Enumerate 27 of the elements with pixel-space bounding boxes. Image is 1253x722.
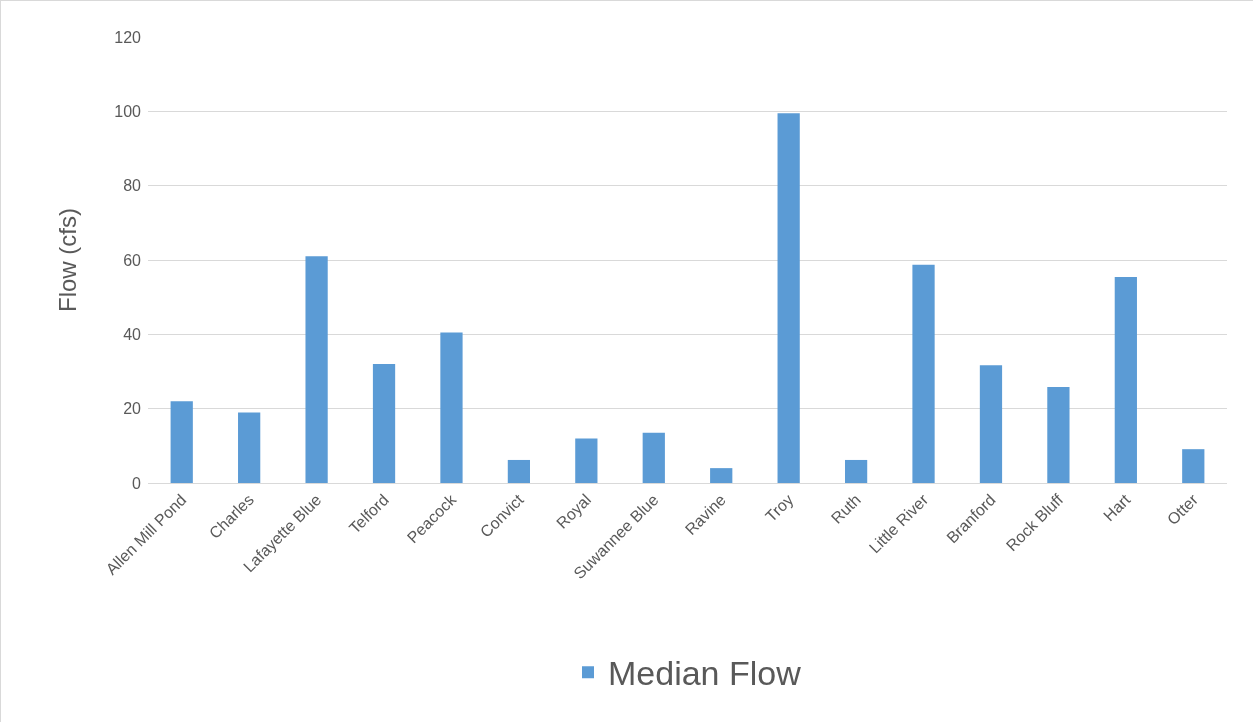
bar [979,365,1003,483]
bar [1114,277,1137,483]
x-tick-label: Troy [762,490,797,526]
y-tick-label: 0 [132,474,142,492]
y-tick-label: 100 [114,102,142,120]
bar [170,401,193,483]
y-tick-label: 80 [123,177,142,195]
bar [1182,449,1205,483]
x-tick-label: Hart [1100,490,1134,525]
bar [777,113,800,483]
legend-label: Median Flow [608,654,802,693]
bar [710,468,733,483]
bar [642,432,665,483]
y-tick-label: 60 [123,251,142,269]
y-axis-title: Flow (cfs) [54,208,82,312]
bar [844,459,868,483]
bar [1047,387,1070,483]
bar [912,264,935,483]
bar [440,332,463,483]
y-tick-label: 20 [123,400,142,418]
bar [238,412,261,483]
bar [372,364,396,483]
bar [305,256,328,483]
y-tick-label: 120 [114,28,142,46]
bar [507,459,531,483]
y-tick-label: 40 [123,325,142,343]
bar [575,438,598,483]
